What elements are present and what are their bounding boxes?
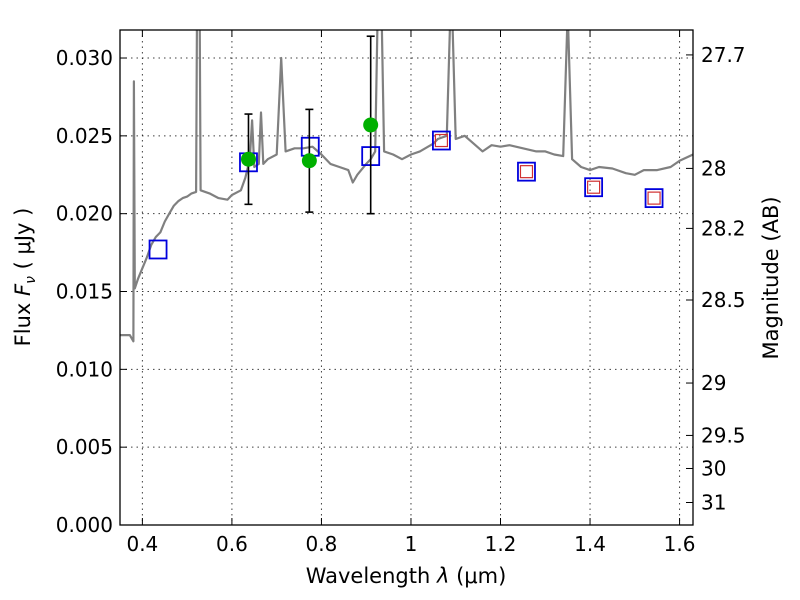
model-inner-square — [647, 191, 661, 205]
y-tick-label: 0.030 — [56, 46, 113, 70]
x-tick-label: 1 — [405, 532, 418, 556]
y2-tick-label: 28.5 — [701, 288, 746, 312]
model-inner-square — [519, 165, 534, 179]
x-tick-label: 0.6 — [216, 532, 248, 556]
y2-tick-label: 29.5 — [701, 423, 746, 447]
x-tick-label: 0.8 — [306, 532, 338, 556]
y-tick-label: 0.005 — [56, 435, 113, 459]
y-tick-label: 0.015 — [56, 280, 113, 304]
y2-tick-label: 29 — [701, 371, 726, 395]
model-photometry-square — [432, 130, 451, 151]
y2-axis-label: Magnitude (AB) — [759, 196, 783, 359]
y-axis-label: Flux Fν ( μJy ) — [11, 208, 39, 347]
y2-tick-label: 28 — [701, 156, 726, 180]
y2-tick-label: 30 — [701, 456, 726, 480]
model-photometry-square — [644, 188, 664, 209]
model-spectrum-group — [120, 30, 693, 343]
model-photometry-square — [148, 239, 168, 260]
y2-tick-label: 27.7 — [701, 43, 746, 67]
x-tick-label: 1.6 — [664, 532, 696, 556]
model-inner-square — [434, 133, 449, 148]
plot-frame — [119, 29, 694, 526]
y-tick-label: 0.000 — [56, 513, 113, 537]
photometry-markers-group — [148, 35, 664, 260]
model-photometry-square — [517, 161, 536, 182]
x-tick-label: 1.4 — [574, 532, 606, 556]
observed-point — [240, 151, 256, 167]
model-inner-square — [587, 180, 601, 194]
observed-point — [363, 117, 379, 133]
x-axis-label: Wavelength λ (μm) — [306, 564, 507, 588]
model-spectrum-line — [120, 30, 693, 343]
y2-tick-label: 28.2 — [701, 216, 746, 240]
y2-tick-label: 31 — [701, 491, 726, 515]
y-tick-label: 0.020 — [56, 202, 113, 226]
model-photometry-square — [584, 177, 604, 198]
y-tick-label: 0.010 — [56, 357, 113, 381]
axis-ticks: 0.4 0.6 0.8 1 1.2 1.4 1.6 0.000 0.005 0.010 0.015 0… — [56, 30, 746, 556]
observed-point — [301, 153, 317, 169]
x-tick-label: 0.4 — [126, 532, 158, 556]
y-tick-label: 0.025 — [56, 124, 113, 148]
x-tick-label: 1.2 — [485, 532, 517, 556]
